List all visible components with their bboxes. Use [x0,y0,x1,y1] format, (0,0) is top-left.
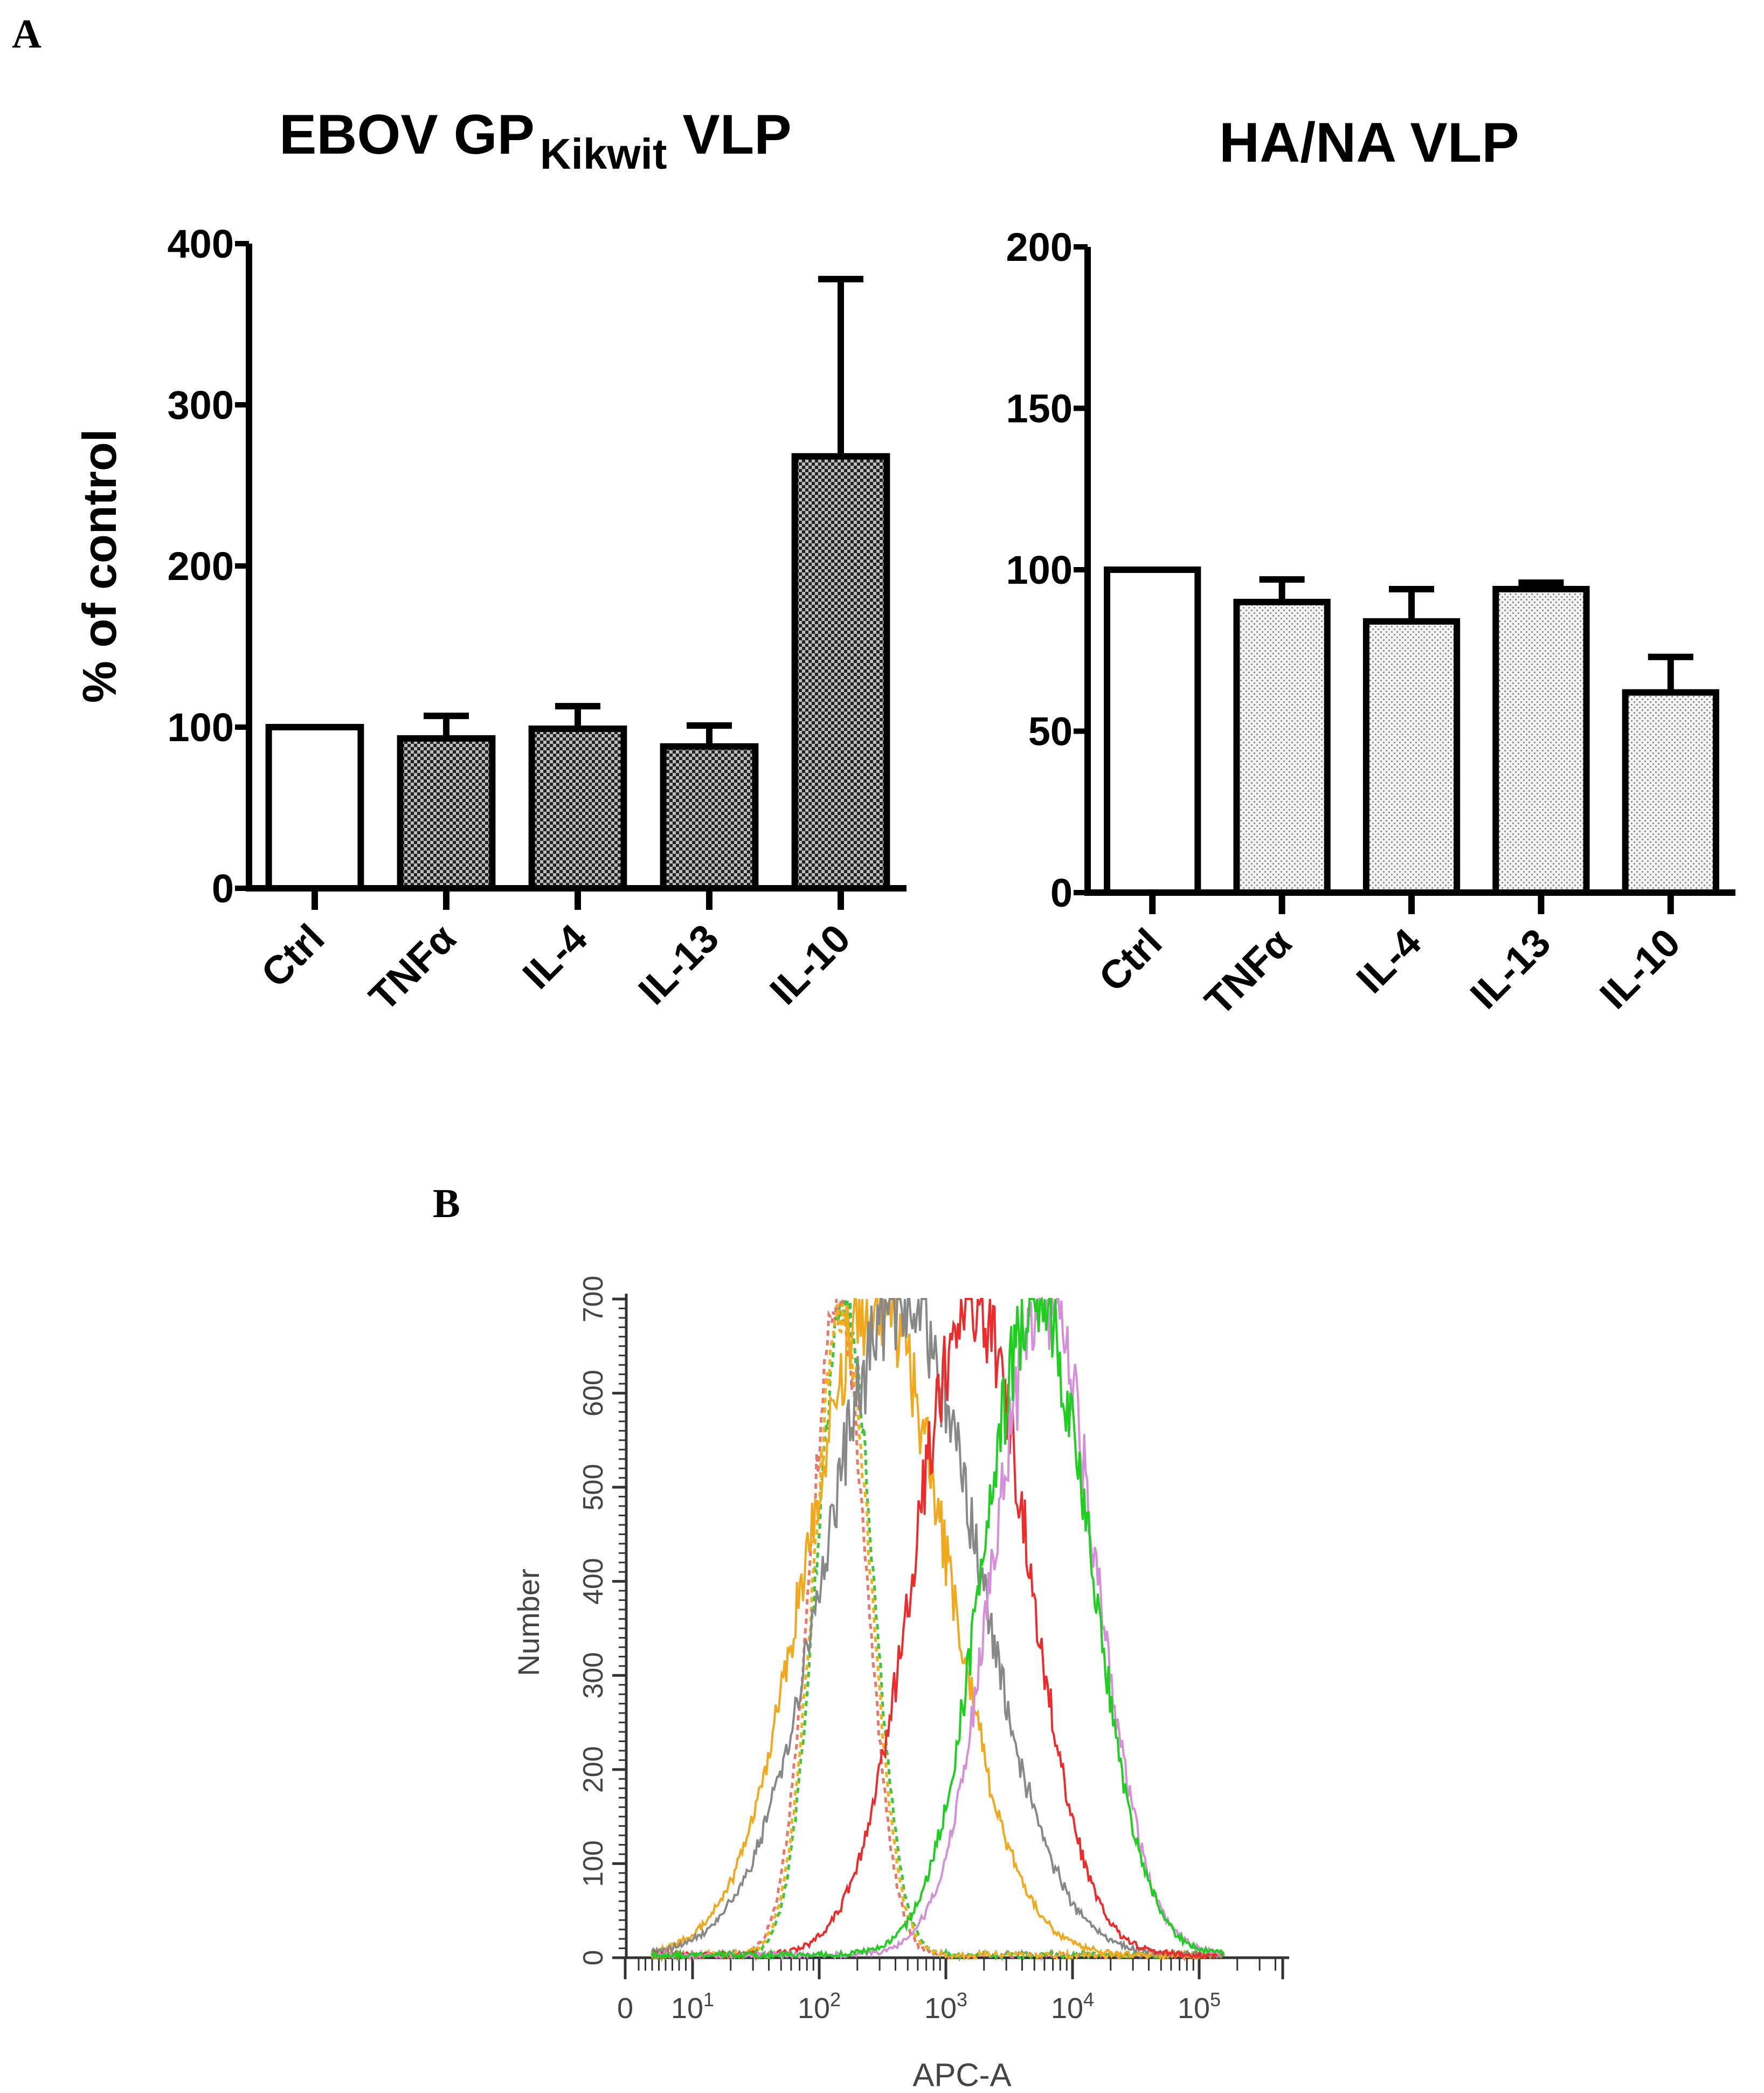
ebov-y-tick-label: 300 [168,383,234,427]
hana-y-tick-label: 50 [1028,709,1073,754]
histogram-x-tick-label: 0 [617,1992,633,2025]
histogram-x-axis-label: APC-A [912,2057,1011,2093]
ebov-bar [660,743,759,892]
histogram-x-tick-label: 101 [671,1988,714,2025]
histogram-y-tick-label: 600 [578,1370,609,1417]
histogram-x-tick-label: 105 [1178,1988,1221,2025]
histogram-x-tick-label: 104 [1051,1988,1094,2025]
hana-bar-chart: HA/NA VLP 0 50 100 150 200 Ctrl TNFα IL-4 IL-13 I… [1006,112,1735,1024]
ebov-category-label: IL-10 [761,916,859,1013]
hana-category-label: Ctrl [1090,920,1171,1000]
hana-y-tick-label: 150 [1006,386,1073,431]
ebov-bar [528,725,627,892]
histogram-x-tick-label: 103 [924,1988,967,2025]
hana-category-label: IL-13 [1462,920,1559,1018]
hana-category-label: TNFα [1196,920,1300,1024]
panel-a-label: A [12,11,41,57]
hana-bar [1104,567,1201,896]
ebov-bar [791,453,890,892]
ebov-bar [397,735,496,892]
histogram-y-tick-label: 300 [578,1652,609,1699]
histogram-series-line [651,1296,1225,1961]
histogram-x-tick-label: 102 [798,1988,841,2025]
histogram-y-tick-label: 400 [578,1558,609,1605]
ebov-bar-chart: EBOV GP Kikwit VLP % of control 0 100 200 30… [73,103,907,1019]
hana-y-tick-label: 200 [1006,225,1073,270]
flow-histogram: Number APC-A 0 100 200 300 400 500 600 700 0 101 1… [511,1276,1289,2093]
hana-bar [1362,618,1461,896]
histogram-y-tick-label: 500 [578,1464,609,1511]
ebov-y-tick-label: 100 [168,705,234,750]
hana-category-label: IL-4 [1348,920,1430,1002]
hana-y-tick-label: 100 [1006,548,1073,592]
ebov-title-main: EBOV GP [279,103,535,166]
hana-bar [1233,598,1331,896]
ebov-chart-title: EBOV GP Kikwit VLP [279,103,792,178]
histogram-series-line [651,1298,1225,1961]
histogram-y-tick-label: 0 [578,1950,609,1966]
ebov-category-label: IL-4 [514,916,596,998]
ebov-y-tick-label: 200 [168,544,234,589]
hana-y-tick-label: 0 [1050,871,1073,915]
ebov-title-subscript: Kikwit [540,130,667,178]
histogram-series-line [651,1297,1225,1960]
ebov-y-axis-label: % of control [73,429,126,703]
hana-bar [1492,585,1590,896]
histogram-series-line [651,1298,1225,1960]
panel-b-label: B [433,1181,460,1226]
ebov-y-tick-label: 400 [168,222,234,266]
histogram-y-tick-label: 200 [578,1746,609,1793]
ebov-category-label: Ctrl [253,916,333,996]
ebov-bar [265,724,364,892]
ebov-category-label: TNFα [361,916,465,1020]
histogram-y-tick-label: 700 [578,1276,609,1323]
ebov-y-tick-label: 0 [212,866,234,911]
ebov-category-label: IL-13 [629,916,727,1013]
hana-bar [1622,689,1719,896]
hana-chart-title: HA/NA VLP [1219,112,1519,174]
histogram-y-axis-label: Number [511,1569,545,1676]
hana-category-label: IL-10 [1591,920,1689,1018]
ebov-title-suffix: VLP [667,103,791,166]
histogram-y-tick-label: 100 [578,1840,609,1887]
